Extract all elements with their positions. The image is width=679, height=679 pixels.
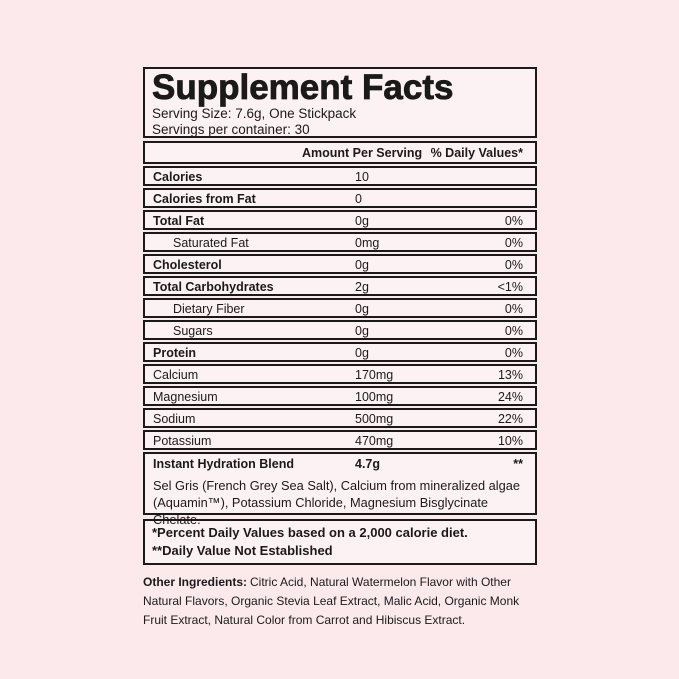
nutrient-name: Potassium [153,434,212,448]
nutrient-row-calcium: Calcium 170mg 13% [143,364,537,384]
supplement-facts-label: Supplement Facts Serving Size: 7.6g, One… [143,67,537,630]
nutrient-name: Saturated Fat [173,236,249,250]
nutrient-row-calories-from-fat: Calories from Fat 0 [143,188,537,208]
nutrient-row-protein: Protein 0g 0% [143,342,537,362]
nutrient-dv: 0% [504,214,523,228]
nutrient-name: Sodium [153,412,196,426]
title-section: Supplement Facts Serving Size: 7.6g, One… [143,67,537,138]
serving-size: Serving Size: 7.6g, One Stickpack [152,106,357,121]
nutrient-row-sodium: Sodium 500mg 22% [143,408,537,428]
blend-name: Instant Hydration Blend [153,457,294,471]
nutrient-dv: 22% [497,412,523,426]
other-ingredients: Other Ingredients: Citric Acid, Natural W… [143,573,537,630]
nutrient-amount: 0g [355,324,369,338]
nutrient-amount: 0mg [355,236,380,250]
other-ingredients-text: Citric Acid, Natural Watermelon Flavor w… [143,575,520,627]
nutrient-dv: 0% [504,346,523,360]
nutrient-name: Calories [153,170,203,184]
other-ingredients-label: Other Ingredients: [143,575,248,589]
nutrient-name: Sugars [173,324,213,338]
nutrient-name: Cholesterol [153,258,222,272]
nutrient-name: Total Carbohydrates [153,280,274,294]
footnote-dv-not-established: **Daily Value Not Established [152,542,333,558]
blend-amount: 4.7g [355,457,381,471]
nutrient-amount: 170mg [355,368,394,382]
blend-ingredients: Sel Gris (French Grey Sea Salt), Calcium… [153,478,520,527]
nutrient-dv: 10% [497,434,523,448]
nutrient-row-calories: Calories 10 [143,166,537,186]
nutrient-row-total-fat: Total Fat 0g 0% [143,210,537,230]
nutrient-dv: 13% [497,368,523,382]
nutrient-amount: 0 [355,192,362,206]
nutrient-row-saturated-fat: Saturated Fat 0mg 0% [143,232,537,252]
nutrient-dv: 24% [497,390,523,404]
column-header-row: Amount Per Serving % Daily Values* [143,141,537,164]
nutrient-amount: 0g [355,258,369,272]
nutrient-name: Magnesium [153,390,218,404]
panel-title: Supplement Facts [152,68,454,107]
nutrient-row-sugars: Sugars 0g 0% [143,320,537,340]
nutrient-row-total-carbohydrates: Total Carbohydrates 2g <1% [143,276,537,296]
nutrient-amount: 500mg [355,412,394,426]
nutrient-name: Dietary Fiber [173,302,245,316]
nutrient-name: Protein [153,346,197,360]
servings-per-container: Servings per container: 30 [152,121,310,137]
nutrient-amount: 2g [355,280,369,294]
nutrient-amount: 0g [355,214,369,228]
blend-dv: ** [513,457,523,471]
nutrient-name: Calories from Fat [153,192,256,206]
daily-values-header: % Daily Values* [430,146,523,160]
nutrient-amount: 0g [355,346,369,360]
nutrient-amount: 0g [355,302,369,316]
footnote-section: *Percent Daily Values based on a 2,000 c… [143,519,537,565]
nutrient-amount: 470mg [355,434,394,448]
nutrient-row-magnesium: Magnesium 100mg 24% [143,386,537,406]
nutrient-amount: 10 [355,170,369,184]
nutrient-name: Total Fat [153,214,205,228]
nutrient-name: Calcium [153,368,199,382]
nutrient-dv: 0% [504,258,523,272]
amount-per-serving-header: Amount Per Serving [302,146,423,160]
nutrient-row-cholesterol: Cholesterol 0g 0% [143,254,537,274]
nutrient-dv: 0% [504,236,523,250]
blend-header-row: Instant Hydration Blend 4.7g ** [153,456,527,475]
nutrient-dv: <1% [497,280,523,294]
nutrient-row-potassium: Potassium 470mg 10% [143,430,537,450]
nutrient-row-dietary-fiber: Dietary Fiber 0g 0% [143,298,537,318]
nutrient-dv: 0% [504,302,523,316]
footnote-daily-values: *Percent Daily Values based on a 2,000 c… [152,525,468,540]
nutrient-dv: 0% [504,324,523,338]
nutrient-amount: 100mg [355,390,394,404]
blend-section: Instant Hydration Blend 4.7g ** Sel Gris… [143,452,537,527]
